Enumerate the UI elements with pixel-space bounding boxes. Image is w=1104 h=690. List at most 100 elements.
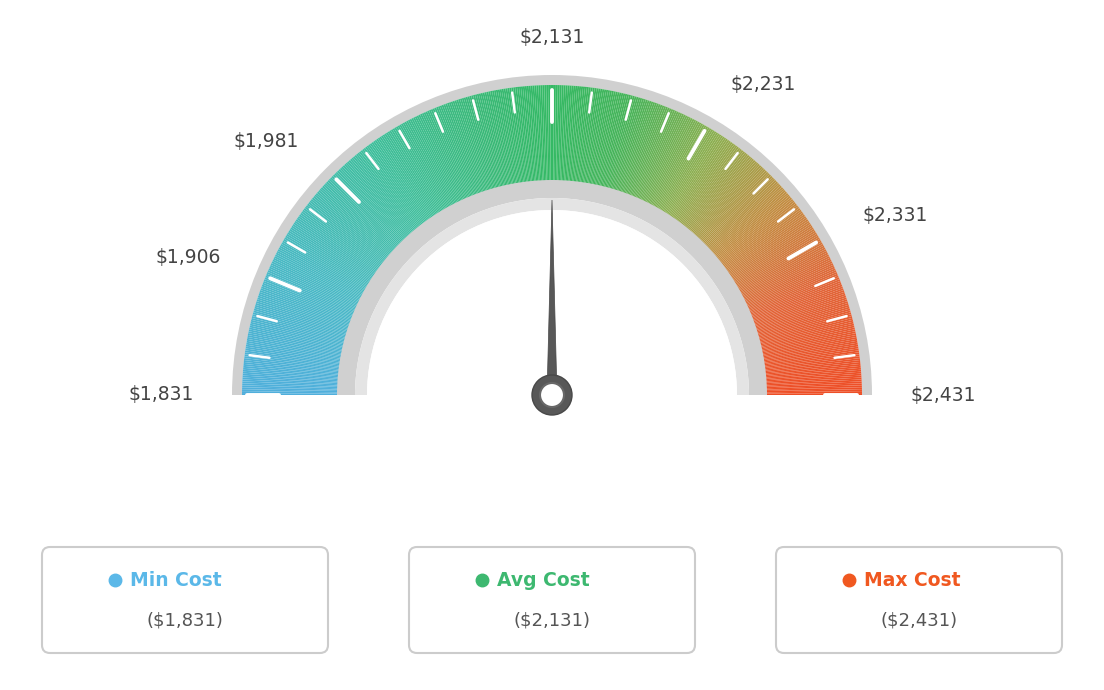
Wedge shape (243, 368, 343, 378)
Wedge shape (620, 102, 655, 197)
Wedge shape (486, 92, 509, 190)
Wedge shape (404, 121, 453, 210)
Wedge shape (742, 262, 832, 306)
Wedge shape (722, 213, 804, 273)
Wedge shape (466, 97, 495, 193)
Wedge shape (250, 327, 347, 351)
Wedge shape (251, 319, 348, 345)
Wedge shape (713, 196, 790, 261)
Wedge shape (418, 115, 463, 206)
Wedge shape (253, 313, 350, 340)
Wedge shape (711, 193, 788, 259)
Text: $1,906: $1,906 (156, 248, 221, 268)
Wedge shape (761, 362, 860, 374)
Wedge shape (337, 170, 407, 244)
Wedge shape (755, 318, 852, 344)
Wedge shape (553, 85, 556, 185)
Wedge shape (680, 149, 742, 229)
Wedge shape (564, 86, 572, 186)
Wedge shape (362, 149, 424, 229)
Wedge shape (682, 152, 746, 232)
Wedge shape (245, 346, 344, 364)
Wedge shape (242, 385, 342, 390)
Wedge shape (396, 126, 447, 214)
Wedge shape (416, 115, 461, 206)
Wedge shape (323, 184, 399, 253)
Wedge shape (646, 118, 692, 208)
Wedge shape (731, 233, 817, 286)
Wedge shape (741, 258, 831, 303)
Circle shape (540, 383, 564, 407)
Wedge shape (608, 96, 637, 193)
Wedge shape (750, 292, 845, 326)
Wedge shape (761, 364, 861, 375)
Wedge shape (629, 107, 668, 200)
Wedge shape (263, 283, 357, 320)
Wedge shape (673, 142, 733, 224)
Wedge shape (243, 377, 342, 384)
Wedge shape (723, 216, 806, 275)
Wedge shape (461, 98, 492, 194)
Wedge shape (325, 183, 399, 253)
Wedge shape (718, 205, 798, 267)
Wedge shape (758, 341, 858, 359)
Wedge shape (255, 303, 351, 334)
Wedge shape (374, 139, 433, 223)
Wedge shape (752, 297, 847, 330)
Wedge shape (665, 133, 720, 219)
Wedge shape (707, 186, 782, 254)
Wedge shape (242, 387, 342, 391)
Wedge shape (336, 172, 406, 245)
Wedge shape (248, 331, 347, 353)
Wedge shape (280, 244, 369, 294)
Wedge shape (671, 139, 730, 223)
Wedge shape (660, 129, 713, 215)
Wedge shape (269, 265, 361, 308)
Wedge shape (277, 250, 367, 299)
Wedge shape (597, 92, 622, 190)
Wedge shape (652, 122, 701, 211)
Wedge shape (493, 90, 514, 189)
Wedge shape (746, 277, 839, 317)
Wedge shape (649, 121, 698, 210)
Wedge shape (647, 119, 694, 208)
Wedge shape (534, 86, 541, 186)
Wedge shape (633, 109, 673, 201)
Wedge shape (369, 144, 428, 226)
Wedge shape (390, 130, 443, 216)
Wedge shape (342, 185, 762, 395)
Wedge shape (361, 150, 423, 230)
Wedge shape (756, 324, 854, 348)
Wedge shape (252, 316, 349, 343)
Wedge shape (747, 281, 841, 319)
Wedge shape (628, 106, 666, 199)
Wedge shape (760, 348, 859, 365)
Wedge shape (656, 126, 707, 213)
Wedge shape (565, 86, 573, 186)
Wedge shape (524, 86, 534, 186)
Wedge shape (592, 90, 612, 189)
Wedge shape (365, 146, 426, 228)
Wedge shape (532, 86, 540, 186)
Wedge shape (338, 169, 408, 243)
Wedge shape (244, 360, 343, 373)
Text: $2,331: $2,331 (862, 206, 927, 226)
Wedge shape (254, 306, 351, 337)
Wedge shape (253, 310, 350, 339)
Wedge shape (728, 224, 811, 280)
Wedge shape (428, 110, 470, 202)
Wedge shape (275, 254, 365, 301)
Wedge shape (757, 331, 856, 353)
Wedge shape (445, 104, 481, 198)
Wedge shape (244, 358, 343, 371)
Circle shape (532, 375, 572, 415)
Wedge shape (661, 130, 714, 216)
Wedge shape (651, 121, 700, 210)
Wedge shape (761, 366, 861, 377)
Wedge shape (425, 111, 467, 204)
Wedge shape (561, 86, 567, 186)
Wedge shape (355, 198, 749, 395)
Wedge shape (659, 128, 711, 215)
Wedge shape (701, 177, 774, 248)
Wedge shape (242, 389, 342, 393)
